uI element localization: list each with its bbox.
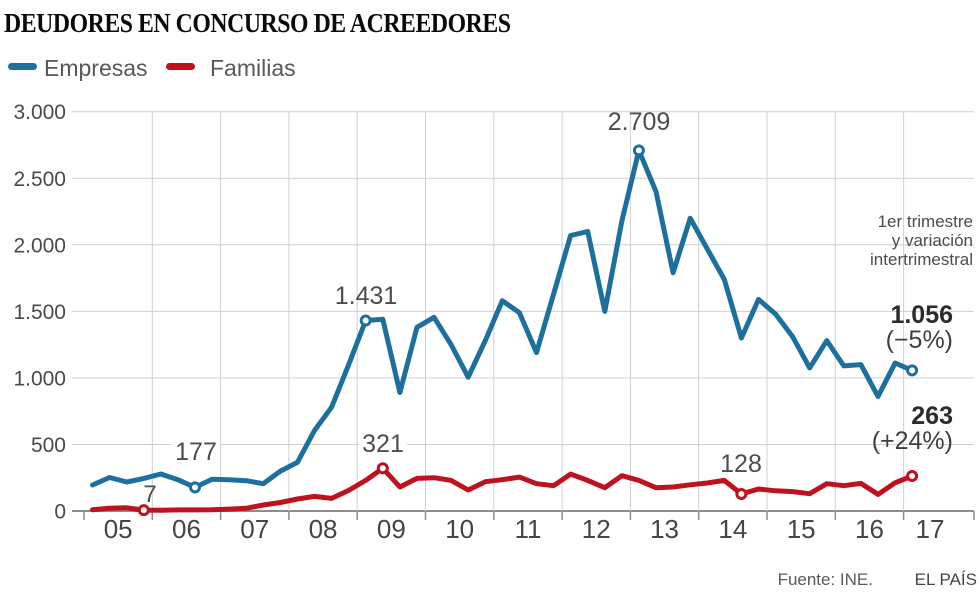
familias-last-pct: (+24%) [871, 427, 953, 455]
series-line-empresas [90, 147, 915, 490]
y-axis-label: 3.000 [13, 101, 66, 124]
note-line: y variación [891, 231, 973, 250]
data-point-marker [376, 462, 389, 475]
data-point-marker [189, 481, 201, 494]
legend-label-familias: Familias [210, 55, 296, 81]
data-point-marker [735, 488, 748, 500]
x-axis-label: 11 [514, 514, 541, 544]
x-axis-label: 15 [787, 514, 816, 544]
annotation-familias-2014: 128 [720, 450, 762, 478]
annotation-empresas-2009: 1.431 [334, 282, 398, 310]
x-axis-label: 12 [582, 514, 611, 544]
note-line: intertrimestral [870, 250, 973, 269]
x-axis-label: 10 [445, 514, 474, 544]
brand: EL PAÍS [914, 570, 977, 589]
annotation-empresas-peak: 2.709 [607, 108, 671, 136]
x-axis-label: 17 [916, 514, 945, 544]
data-point-marker [359, 314, 372, 327]
empresas-last-value: 1.056 [890, 301, 953, 329]
data-point-marker [906, 470, 919, 482]
legend-swatch-familias [166, 63, 195, 70]
annotation-note: 1er trimestre y variación intertrimestra… [870, 212, 973, 269]
x-axis-label: 06 [172, 514, 201, 544]
y-axis-label: 2.000 [13, 234, 66, 257]
legend-swatch-empresas [8, 63, 37, 70]
empresas-last-pct: (−5%) [885, 326, 953, 354]
x-axis-label: 14 [718, 514, 747, 544]
annotation-familias-min: 7 [143, 481, 157, 508]
x-axis-label: 16 [855, 514, 884, 544]
y-axis-label: 0 [54, 501, 66, 524]
x-axis-label: 13 [650, 514, 679, 544]
series-line-familias [90, 465, 915, 513]
annotation-familias-2009: 321 [333, 430, 433, 458]
x-axis-label: 09 [377, 514, 406, 544]
annotation-empresas-last: 1.056 (−5%) [886, 303, 953, 353]
familias-last-value: 263 [911, 402, 953, 430]
annotation-empresas-min: 177 [146, 438, 246, 466]
source-credit: Fuente: INE. [777, 570, 873, 589]
y-axis-label: 2.500 [13, 168, 66, 191]
legend-label-empresas: Empresas [44, 55, 148, 81]
data-point-marker [137, 504, 150, 517]
x-axis-label: 07 [240, 514, 269, 544]
note-line: 1er trimestre [877, 212, 973, 231]
data-point-marker [632, 144, 645, 157]
x-axis-label: 08 [309, 514, 338, 544]
annotation-familias-last: 263 (+24%) [872, 404, 953, 454]
y-axis-label: 500 [31, 434, 66, 457]
x-axis-label: 05 [104, 514, 133, 544]
y-axis-label: 1.500 [13, 301, 66, 324]
data-point-marker [906, 364, 919, 377]
chart-title: DEUDORES EN CONCURSO DE ACREEDORES [4, 8, 511, 38]
y-axis-label: 1.000 [13, 367, 66, 390]
